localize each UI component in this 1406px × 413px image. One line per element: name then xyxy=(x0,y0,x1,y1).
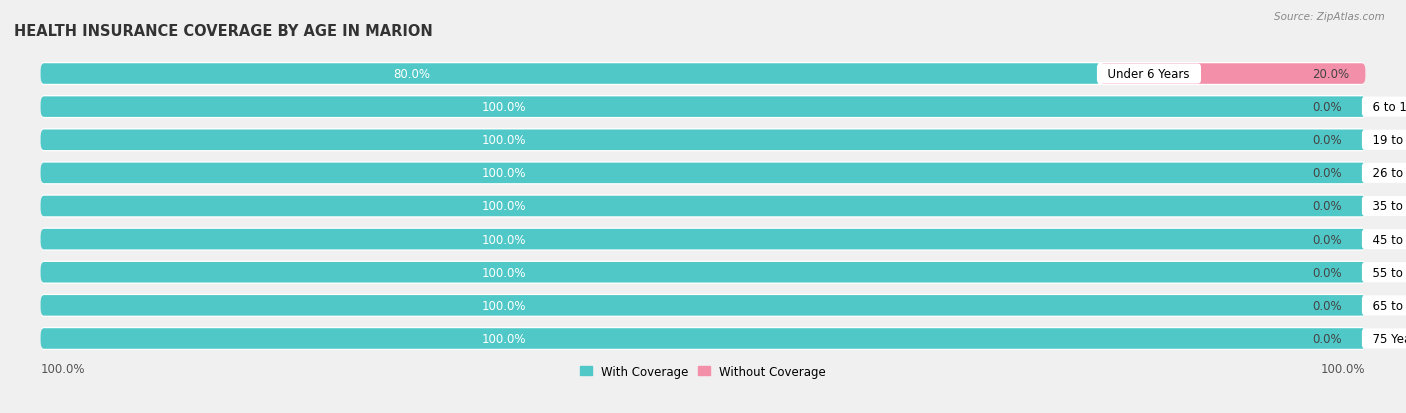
FancyBboxPatch shape xyxy=(41,96,1365,119)
Text: 100.0%: 100.0% xyxy=(41,363,84,375)
Text: 0.0%: 0.0% xyxy=(1312,332,1343,345)
FancyBboxPatch shape xyxy=(41,64,1101,85)
Text: 55 to 64 Years: 55 to 64 Years xyxy=(1365,266,1406,279)
Text: HEALTH INSURANCE COVERAGE BY AGE IN MARION: HEALTH INSURANCE COVERAGE BY AGE IN MARI… xyxy=(14,24,433,39)
Text: 26 to 34 Years: 26 to 34 Years xyxy=(1365,167,1406,180)
Text: Source: ZipAtlas.com: Source: ZipAtlas.com xyxy=(1274,12,1385,22)
Text: 0.0%: 0.0% xyxy=(1312,200,1343,213)
FancyBboxPatch shape xyxy=(41,229,1365,250)
FancyBboxPatch shape xyxy=(41,295,1365,316)
Text: 0.0%: 0.0% xyxy=(1312,167,1343,180)
FancyBboxPatch shape xyxy=(41,63,1365,86)
FancyBboxPatch shape xyxy=(41,328,1365,349)
Text: 0.0%: 0.0% xyxy=(1312,266,1343,279)
Text: 100.0%: 100.0% xyxy=(1322,363,1365,375)
FancyBboxPatch shape xyxy=(41,195,1365,218)
Text: 100.0%: 100.0% xyxy=(482,167,526,180)
Text: 19 to 25 Years: 19 to 25 Years xyxy=(1365,134,1406,147)
FancyBboxPatch shape xyxy=(41,196,1365,217)
Text: 0.0%: 0.0% xyxy=(1312,101,1343,114)
Text: 100.0%: 100.0% xyxy=(482,134,526,147)
FancyBboxPatch shape xyxy=(1101,64,1365,85)
Text: 0.0%: 0.0% xyxy=(1312,299,1343,312)
Text: 35 to 44 Years: 35 to 44 Years xyxy=(1365,200,1406,213)
Text: 100.0%: 100.0% xyxy=(482,200,526,213)
FancyBboxPatch shape xyxy=(41,294,1365,317)
Text: 100.0%: 100.0% xyxy=(482,101,526,114)
Legend: With Coverage, Without Coverage: With Coverage, Without Coverage xyxy=(575,360,831,383)
Text: 6 to 18 Years: 6 to 18 Years xyxy=(1365,101,1406,114)
FancyBboxPatch shape xyxy=(41,261,1365,284)
Text: 100.0%: 100.0% xyxy=(482,332,526,345)
Text: 100.0%: 100.0% xyxy=(482,299,526,312)
FancyBboxPatch shape xyxy=(41,162,1365,185)
Text: 0.0%: 0.0% xyxy=(1312,233,1343,246)
Text: 20.0%: 20.0% xyxy=(1312,68,1350,81)
FancyBboxPatch shape xyxy=(41,262,1365,283)
Text: 65 to 74 Years: 65 to 74 Years xyxy=(1365,299,1406,312)
Text: Under 6 Years: Under 6 Years xyxy=(1101,68,1198,81)
FancyBboxPatch shape xyxy=(41,130,1365,151)
FancyBboxPatch shape xyxy=(41,327,1365,350)
Text: 100.0%: 100.0% xyxy=(482,266,526,279)
FancyBboxPatch shape xyxy=(41,97,1365,118)
FancyBboxPatch shape xyxy=(41,228,1365,251)
FancyBboxPatch shape xyxy=(41,163,1365,184)
Text: 45 to 54 Years: 45 to 54 Years xyxy=(1365,233,1406,246)
Text: 0.0%: 0.0% xyxy=(1312,134,1343,147)
Text: 80.0%: 80.0% xyxy=(394,68,430,81)
Text: 75 Years and older: 75 Years and older xyxy=(1365,332,1406,345)
Text: 100.0%: 100.0% xyxy=(482,233,526,246)
FancyBboxPatch shape xyxy=(41,129,1365,152)
